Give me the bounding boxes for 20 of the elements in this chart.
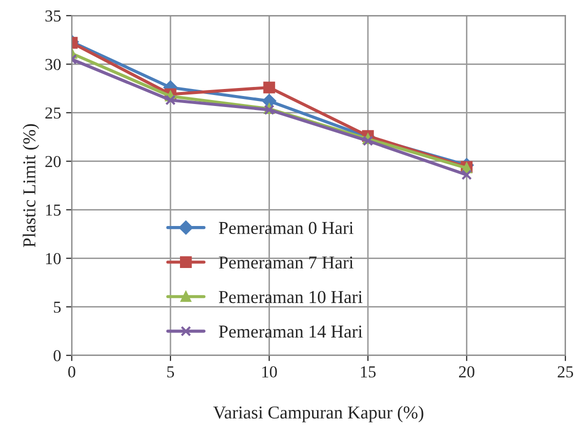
legend-label: Pemeraman 10 Hari — [218, 290, 362, 304]
y-tick-label: 25 — [45, 107, 61, 119]
y-tick-label: 15 — [46, 204, 61, 216]
x-tick-label: 25 — [558, 366, 574, 378]
x-tick-label: 0 — [68, 366, 76, 378]
y-tick-label: 0 — [54, 350, 61, 362]
y-tick-label: 10 — [46, 253, 61, 264]
y-tick-label: 30 — [45, 58, 61, 70]
y-axis-title: Plastic Limit (%) — [22, 124, 40, 248]
x-axis-title: Variasi Campuran Kapur (%) — [213, 406, 424, 422]
x-tick-label: 5 — [167, 366, 174, 378]
legend-label: Pemeraman 14 Hari — [218, 326, 362, 338]
x-tick-label: 20 — [459, 366, 474, 378]
legend-label: Pemeraman 0 Hari — [218, 222, 354, 234]
x-tick-label: 15 — [361, 366, 376, 378]
y-tick-label: 5 — [54, 302, 61, 313]
legend-label: Pemeraman 7 Hari — [218, 256, 354, 269]
y-tick-label: 35 — [45, 10, 61, 22]
y-tick-label: 20 — [45, 156, 61, 168]
x-tick-label: 10 — [262, 366, 277, 378]
